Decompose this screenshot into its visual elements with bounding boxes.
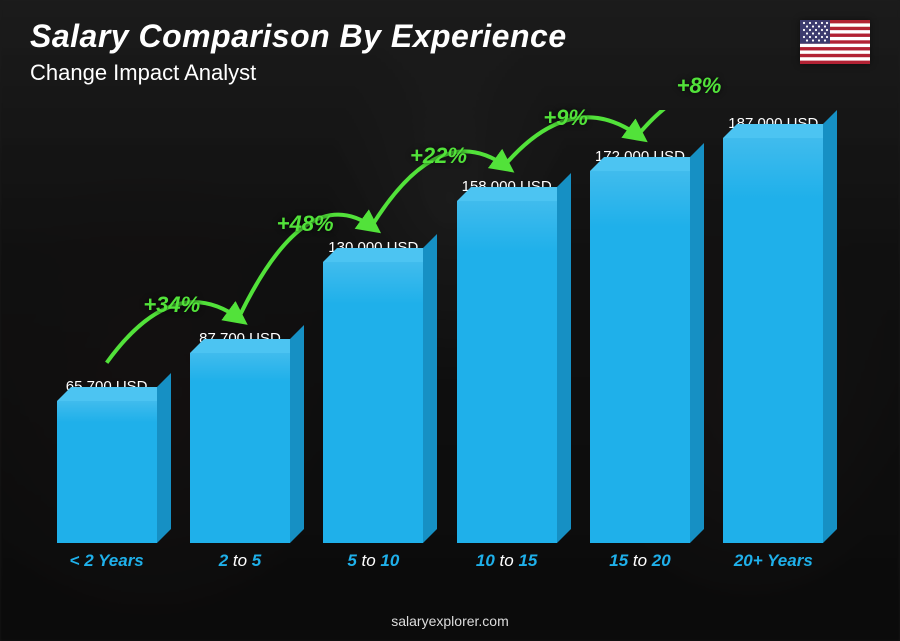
bar-3d [590, 171, 690, 543]
increase-pct-label: +34% [143, 292, 200, 318]
chart-title: Salary Comparison By Experience [30, 18, 567, 55]
bar-3d [57, 401, 157, 543]
bar-group: 65,700 USD [40, 110, 173, 543]
x-axis-label: 15 to 20 [573, 551, 706, 571]
x-axis: < 2 Years2 to 55 to 1010 to 1515 to 2020… [40, 551, 840, 571]
bar-3d [457, 201, 557, 543]
bars-row: 65,700 USD 87,700 USD 130,000 USD 158,00… [40, 110, 840, 543]
bar-group: 130,000 USD [307, 110, 440, 543]
bar-group: 187,000 USD [707, 110, 840, 543]
x-axis-label: 20+ Years [707, 551, 840, 571]
increase-pct-label: +8% [677, 73, 722, 99]
chart-area: 65,700 USD 87,700 USD 130,000 USD 158,00… [40, 110, 840, 571]
bar-group: 158,000 USD [440, 110, 573, 543]
bar-3d [190, 353, 290, 543]
x-axis-label: 5 to 10 [307, 551, 440, 571]
increase-pct-label: +9% [543, 105, 588, 131]
bar-group: 87,700 USD [173, 110, 306, 543]
x-axis-label: 2 to 5 [173, 551, 306, 571]
increase-pct-label: +22% [410, 143, 467, 169]
x-axis-label: < 2 Years [40, 551, 173, 571]
footer-source: salaryexplorer.com [0, 613, 900, 629]
chart-subtitle: Change Impact Analyst [30, 60, 256, 86]
chart-container: Salary Comparison By Experience Change I… [0, 0, 900, 641]
x-axis-label: 10 to 15 [440, 551, 573, 571]
bar-3d [723, 138, 823, 543]
bar-3d [323, 262, 423, 543]
us-flag-icon [800, 20, 870, 64]
bar-group: 172,000 USD [573, 110, 706, 543]
increase-pct-label: +48% [277, 211, 334, 237]
